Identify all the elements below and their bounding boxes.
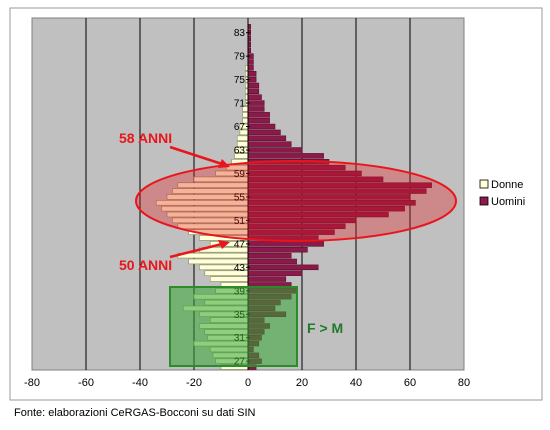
arrowhead-58-anni xyxy=(218,159,230,168)
highlight-ellipse-50-58 xyxy=(135,160,457,242)
bar-uomini-age-77 xyxy=(247,65,254,71)
bar-uomini-age-68 xyxy=(247,117,270,124)
bar-uomini-age-62 xyxy=(247,153,324,159)
bar-uomini-age-69 xyxy=(247,112,270,118)
bar-uomini-age-72 xyxy=(247,94,262,100)
bar-uomini-age-70 xyxy=(247,106,265,112)
legend: Donne Uomini xyxy=(479,179,525,208)
arrowhead-50-anni xyxy=(218,240,230,249)
legend-swatch-donne xyxy=(479,179,489,189)
x-tick-label: 20 xyxy=(296,377,308,389)
bar-donne-age-41 xyxy=(209,276,249,282)
x-tick-label: 60 xyxy=(404,377,416,389)
bar-uomini-age-41 xyxy=(247,276,287,282)
arrow-58-anni xyxy=(169,145,223,166)
annotation-f-gt-m: F > M xyxy=(307,320,343,336)
x-tick-label: -40 xyxy=(132,377,148,389)
bar-uomini-age-63 xyxy=(247,147,303,153)
age-tick-label: 47 xyxy=(234,239,246,250)
annotation-58-anni: 58 ANNI xyxy=(119,130,172,146)
gridlines xyxy=(85,18,411,370)
age-tick-label: 59 xyxy=(234,169,246,180)
bar-uomini-age-67 xyxy=(247,123,276,130)
x-tick-labels: -80 -60 -40 -20 0 20 40 60 80 xyxy=(24,377,470,389)
bar-uomini-age-66 xyxy=(247,129,281,136)
x-tick-label: -20 xyxy=(186,377,202,389)
highlight-box-f-gt-m xyxy=(169,286,298,367)
age-tick-label: 79 xyxy=(234,52,246,63)
age-tick-label: 51 xyxy=(234,216,246,227)
age-tick-label: 55 xyxy=(234,192,246,203)
bar-uomini-age-42 xyxy=(247,270,303,276)
bar-uomini-age-64 xyxy=(247,141,292,147)
bar-donne-age-69 xyxy=(242,112,249,118)
age-tick-label: 63 xyxy=(234,146,246,157)
source-note: Fonte: elaborazioni CeRGAS-Bocconi su da… xyxy=(14,407,256,419)
x-tick-label: -80 xyxy=(24,377,40,389)
legend-label-uomini: Uomini xyxy=(491,196,525,208)
age-tick-label: 75 xyxy=(234,75,246,86)
bar-uomini-age-47 xyxy=(247,241,324,247)
bar-uomini-age-76 xyxy=(247,71,257,77)
age-tick-label: 83 xyxy=(234,28,246,39)
bar-donne-age-45 xyxy=(177,252,249,259)
bar-uomini-age-71 xyxy=(247,100,265,106)
x-tick-label: 80 xyxy=(458,377,470,389)
legend-swatch-uomini xyxy=(479,196,489,206)
age-tick-label: 71 xyxy=(234,99,246,110)
age-tick-label: 43 xyxy=(234,263,246,274)
bar-uomini-age-43 xyxy=(247,264,319,271)
bar-donne-age-65 xyxy=(236,135,249,141)
bar-uomini-age-45 xyxy=(247,252,292,259)
age-tick-label: 67 xyxy=(234,122,246,133)
legend-label-donne: Donne xyxy=(491,179,523,191)
x-tick-label: 0 xyxy=(245,377,251,389)
x-tick-label: 40 xyxy=(350,377,362,389)
bar-uomini-age-44 xyxy=(247,258,297,265)
bar-uomini-age-65 xyxy=(247,135,287,141)
bar-uomini-age-74 xyxy=(247,82,260,89)
bar-uomini-age-78 xyxy=(247,59,254,65)
x-tick-label: -60 xyxy=(78,377,94,389)
bar-uomini-age-73 xyxy=(247,88,260,95)
bar-uomini-age-46 xyxy=(247,247,308,253)
annotation-50-anni: 50 ANNI xyxy=(119,257,172,273)
arrow-50-anni xyxy=(169,242,223,259)
